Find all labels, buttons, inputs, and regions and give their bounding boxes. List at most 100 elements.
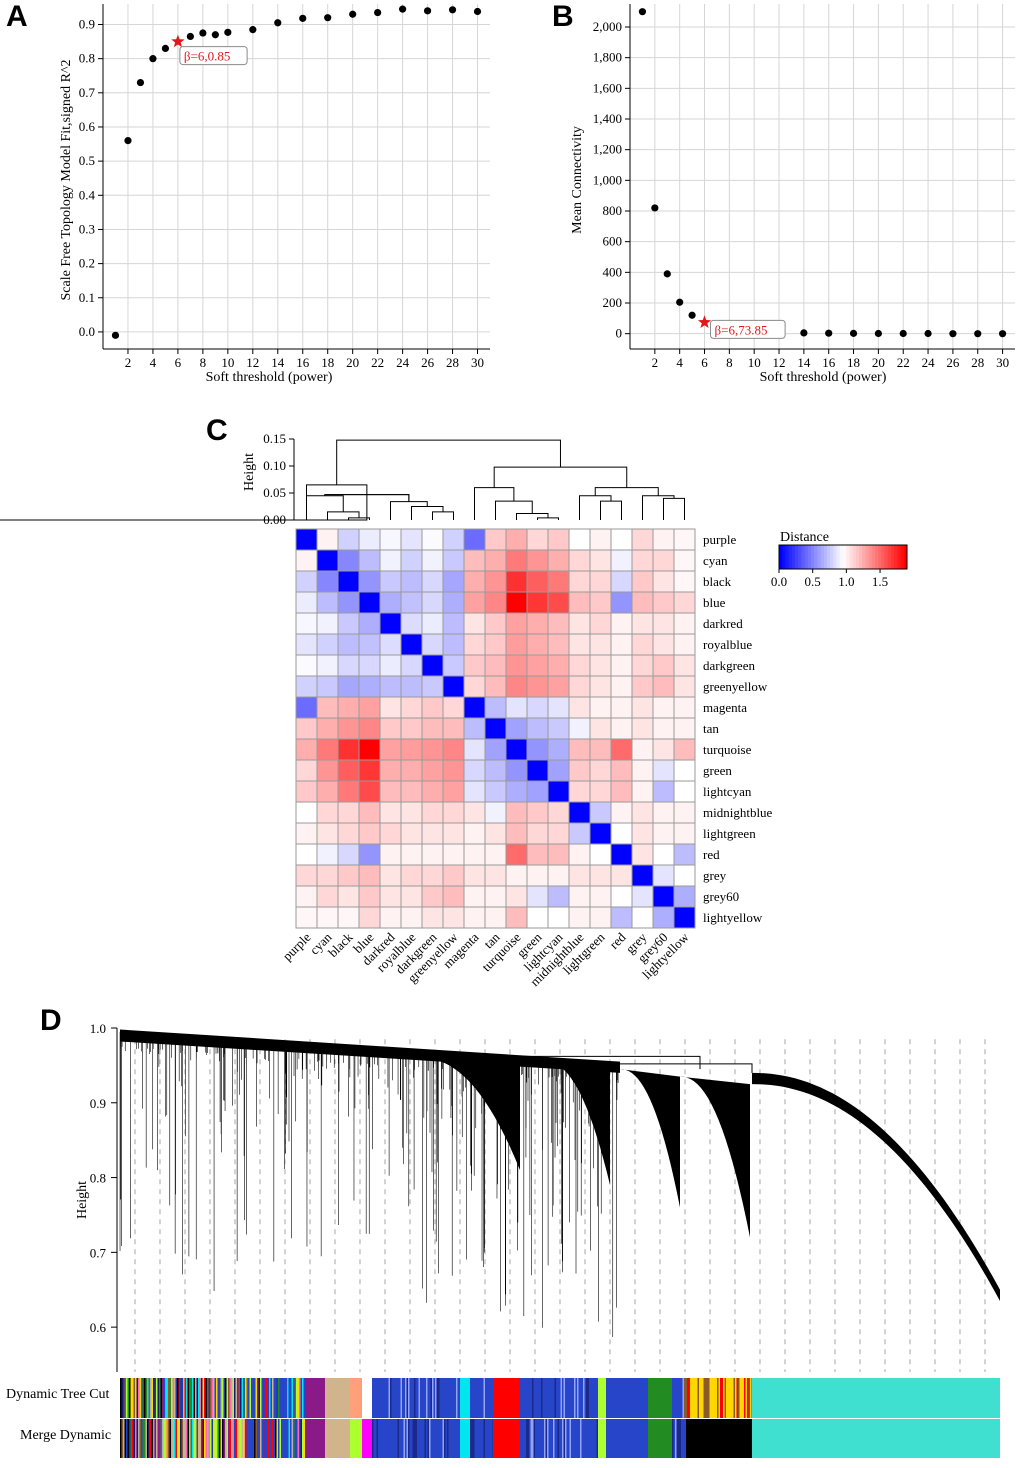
colorbar-dynamic-tree-cut-segment <box>350 1378 362 1418</box>
heatmap-cell <box>463 591 486 614</box>
heatmap-cell <box>316 759 339 782</box>
colorbar-merge-dynamic-segment <box>272 1419 274 1458</box>
heatmap-cell <box>547 864 570 887</box>
heatmap-cell <box>358 675 381 698</box>
colorbar-dynamic-tree-cut-segment <box>394 1378 397 1418</box>
colorbar-dynamic-tree-cut-segment <box>120 1378 122 1418</box>
legend-gradient-swatch <box>897 545 902 569</box>
heatmap-cell <box>589 759 612 782</box>
panel-d-y-axis-label: Height <box>75 1181 90 1219</box>
heatmap-cell <box>652 633 675 656</box>
heatmap-cell <box>505 591 528 614</box>
colorbar-dynamic-tree-cut-segment <box>186 1378 188 1418</box>
colorbar-dynamic-tree-cut-segment <box>581 1378 584 1418</box>
colorbar-dynamic-tree-cut-segment <box>415 1378 418 1418</box>
heatmap-cell <box>463 759 486 782</box>
heatmap-cell <box>358 591 381 614</box>
colorbar-dynamic-tree-cut-segment <box>451 1378 454 1418</box>
colorbar-dynamic-tree-cut-segment <box>578 1378 581 1418</box>
colorbar-dynamic-tree-cut-segment <box>584 1378 587 1418</box>
heatmap-cell <box>463 864 486 887</box>
colorbar-merge-dynamic-segment <box>135 1419 137 1458</box>
heatmap-cell <box>610 759 633 782</box>
colorbar-merge-dynamic-segment <box>144 1419 146 1458</box>
heatmap-cell <box>295 570 318 593</box>
colorbar-dynamic-tree-cut-segment <box>748 1378 751 1418</box>
colorbar-merge-dynamic-segment <box>267 1419 270 1458</box>
panel-a-x-tick-label: 2 <box>125 355 132 370</box>
colorbar-dynamic-tree-cut-segment <box>193 1378 196 1418</box>
panel-b-data-point <box>974 330 982 338</box>
heatmap-cell <box>316 633 339 656</box>
heatmap-cell <box>568 885 591 908</box>
colorbar-merge-dynamic-segment <box>378 1419 380 1458</box>
colorbar-merge-dynamic-segment <box>305 1419 325 1458</box>
colorbar-merge-dynamic-segment <box>291 1419 294 1458</box>
heatmap-cell <box>421 591 444 614</box>
heatmap-row-label: midnightblue <box>703 805 773 820</box>
colorbar-merge-dynamic-segment <box>397 1419 400 1458</box>
legend-gradient-swatch <box>900 545 905 569</box>
heatmap-cell <box>631 906 654 929</box>
colorbar-dynamic-tree-cut-segment <box>544 1378 546 1418</box>
dendrogram-link <box>327 511 360 520</box>
heatmap-cell <box>526 717 549 740</box>
heatmap-cell <box>295 675 318 698</box>
heatmap-cell <box>442 843 465 866</box>
heatmap-cell <box>610 864 633 887</box>
colorbar-dynamic-tree-cut-segment <box>251 1378 253 1418</box>
colorbar-dynamic-tree-cut-segment <box>482 1378 484 1418</box>
colorbar-dynamic-tree-cut-segment <box>706 1378 709 1418</box>
colorbar-merge-dynamic-segment <box>474 1419 477 1458</box>
colorbar-merge-dynamic-segment <box>153 1419 155 1458</box>
colorbar-dynamic-tree-cut-segment <box>281 1378 283 1418</box>
heatmap-cell <box>484 717 507 740</box>
heatmap-cell <box>526 696 549 719</box>
colorbar-merge-dynamic-segment <box>399 1419 401 1458</box>
heatmap-cell <box>484 801 507 824</box>
colorbar-merge-dynamic-segment <box>563 1419 566 1458</box>
colorbar-merge-dynamic-segment <box>535 1419 537 1458</box>
heatmap-cell <box>442 822 465 845</box>
heatmap-cell <box>505 570 528 593</box>
panel-b-data-point <box>688 311 696 319</box>
colorbar-dynamic-tree-cut-segment <box>305 1378 325 1418</box>
heatmap-cell <box>379 591 402 614</box>
heatmap-cell <box>568 654 591 677</box>
panel-a-data-point <box>111 331 120 339</box>
heatmap-cell <box>379 654 402 677</box>
colorbar-dynamic-tree-cut-segment <box>551 1378 554 1418</box>
heatmap-cell <box>358 654 381 677</box>
legend-gradient-swatch <box>833 545 838 569</box>
colorbar-merge-dynamic-segment <box>524 1419 527 1458</box>
colorbar-dynamic-tree-cut-segment <box>180 1378 182 1418</box>
legend-gradient-swatch <box>795 545 799 569</box>
legend-tick-label: 1.5 <box>872 574 888 589</box>
colorbar-merge-dynamic-segment <box>568 1419 570 1458</box>
colorbar-dynamic-tree-cut-segment <box>266 1378 268 1418</box>
colorbar-merge-dynamic-segment <box>442 1419 445 1458</box>
colorbar-merge-dynamic-segment <box>530 1419 533 1458</box>
heatmap-cell <box>421 843 444 866</box>
legend-frame <box>778 544 908 570</box>
legend-gradient-swatch <box>862 545 866 569</box>
heatmap-cell <box>673 801 696 824</box>
colorbar-dynamic-tree-cut-segment <box>294 1378 297 1418</box>
dendrogram-link <box>495 500 533 520</box>
colorbar-merge-dynamic-segment <box>226 1419 229 1458</box>
heatmap-cell <box>568 906 591 929</box>
panel-b-data-point <box>651 204 659 212</box>
heatmap-cell <box>547 801 570 824</box>
colorbar-merge-dynamic-segment <box>385 1419 388 1458</box>
colorbar-merge-dynamic-segment <box>412 1419 415 1458</box>
heatmap-cell <box>463 675 486 698</box>
heatmap-cell <box>652 822 675 845</box>
heatmap-cell <box>526 759 549 782</box>
heatmap-cell <box>421 738 444 761</box>
panel-a-data-point <box>199 29 207 37</box>
colorbar-dynamic-tree-cut-segment <box>480 1378 483 1418</box>
colorbar-dynamic-tree-cut-segment <box>231 1378 233 1418</box>
colorbar-dynamic-tree-cut-segment <box>711 1378 713 1418</box>
colorbar-merge-dynamic-segment <box>373 1419 376 1458</box>
dendrogram-large-cluster <box>752 1072 1000 1301</box>
